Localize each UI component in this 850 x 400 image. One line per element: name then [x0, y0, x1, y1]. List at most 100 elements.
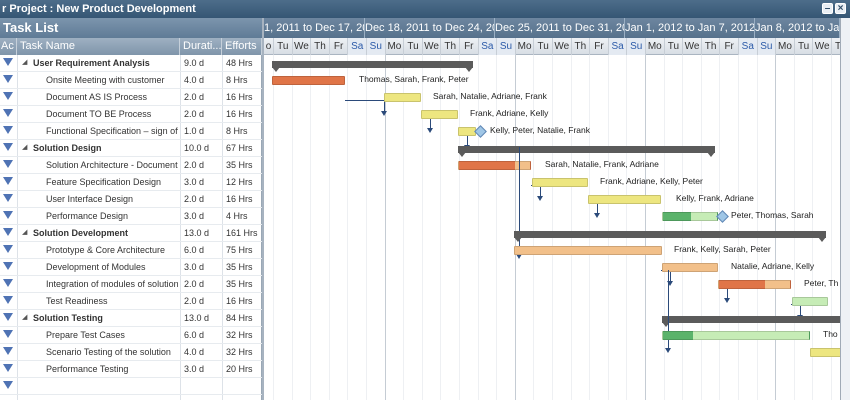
task-row[interactable]: Functional Specification – sign off 1.0 d…	[0, 123, 262, 140]
row-indicator-icon[interactable]	[3, 211, 13, 219]
task-name[interactable]: User Interface Design	[46, 194, 134, 204]
task-bar[interactable]	[810, 348, 840, 357]
row-indicator-icon[interactable]	[3, 296, 13, 304]
row-indicator-icon[interactable]	[3, 92, 13, 100]
milestone-icon[interactable]	[716, 210, 729, 223]
task-name[interactable]: Solution Design	[33, 143, 102, 153]
task-duration[interactable]: 13.0 d	[184, 228, 210, 238]
task-name[interactable]: Feature Specification Design	[46, 177, 162, 187]
task-duration[interactable]: 3.0 d	[184, 364, 205, 374]
task-row[interactable]: User Interface Design 2.0 d 16 Hrs	[0, 191, 262, 208]
row-indicator-icon[interactable]	[3, 75, 13, 83]
row-indicator-icon[interactable]	[3, 347, 13, 355]
row-indicator-icon[interactable]	[3, 381, 13, 389]
collapse-icon[interactable]: ◢	[22, 144, 28, 151]
collapse-icon[interactable]: ◢	[22, 59, 28, 66]
task-duration[interactable]: 4.0 d	[184, 75, 205, 85]
task-name[interactable]: Functional Specification – sign off	[46, 126, 178, 136]
task-row[interactable]: Prototype & Core Architecture 6.0 d 75 Hrs	[0, 242, 262, 259]
collapse-icon[interactable]: ◢	[22, 314, 28, 321]
task-efforts[interactable]: 12 Hrs	[226, 177, 253, 187]
task-row[interactable]: Prepare Test Cases 6.0 d 32 Hrs	[0, 327, 262, 344]
task-efforts[interactable]: 75 Hrs	[226, 245, 253, 255]
summary-bar[interactable]	[662, 316, 840, 327]
task-name[interactable]: Onsite Meeting with customer	[46, 75, 165, 85]
task-row[interactable]: Feature Specification Design 3.0 d 12 Hrs	[0, 174, 262, 191]
task-duration[interactable]: 2.0 d	[184, 109, 205, 119]
task-duration[interactable]: 1.0 d	[184, 126, 205, 136]
task-bar[interactable]	[718, 280, 791, 289]
row-indicator-icon[interactable]	[3, 58, 13, 66]
task-row[interactable]: Scenario Testing of the solution 4.0 d 32 …	[0, 344, 262, 361]
task-row[interactable]: Onsite Meeting with customer 4.0 d 8 Hrs	[0, 72, 262, 89]
task-duration[interactable]: 4.0 d	[184, 347, 205, 357]
task-bar[interactable]	[662, 212, 718, 221]
task-bar[interactable]	[514, 246, 662, 255]
task-bar[interactable]	[588, 195, 661, 204]
row-indicator-icon[interactable]	[3, 143, 13, 151]
task-name[interactable]	[46, 378, 178, 394]
task-duration[interactable]: 3.0 d	[184, 211, 205, 221]
task-name[interactable]: Test Readiness	[46, 296, 108, 306]
row-indicator-icon[interactable]	[3, 279, 13, 287]
task-efforts[interactable]: 16 Hrs	[226, 109, 253, 119]
task-efforts[interactable]: 84 Hrs	[226, 313, 253, 323]
task-name[interactable]: Document TO BE Process	[46, 109, 152, 119]
minimize-icon[interactable]: –	[822, 3, 833, 14]
task-duration[interactable]: 2.0 d	[184, 296, 205, 306]
task-efforts[interactable]: 20 Hrs	[226, 364, 253, 374]
task-row[interactable]: Document AS IS Process 2.0 d 16 Hrs	[0, 89, 262, 106]
task-efforts[interactable]: 16 Hrs	[226, 296, 253, 306]
row-indicator-icon[interactable]	[3, 228, 13, 236]
column-header-duration[interactable]: Durati...	[180, 38, 222, 55]
row-indicator-icon[interactable]	[3, 330, 13, 338]
summary-bar[interactable]	[272, 61, 473, 72]
task-bar[interactable]	[662, 263, 718, 272]
task-name[interactable]: Performance Testing	[46, 364, 129, 374]
task-duration[interactable]: 6.0 d	[184, 245, 205, 255]
task-efforts[interactable]: 35 Hrs	[226, 160, 253, 170]
task-efforts[interactable]: 35 Hrs	[226, 279, 253, 289]
row-indicator-icon[interactable]	[3, 194, 13, 202]
column-header-task-name[interactable]: Task Name	[17, 38, 180, 55]
collapse-icon[interactable]: ◢	[22, 229, 28, 236]
row-indicator-icon[interactable]	[3, 262, 13, 270]
task-name[interactable]: Prototype & Core Architecture	[46, 245, 166, 255]
task-name[interactable]: Solution Architecture - Document	[46, 160, 178, 170]
row-indicator-icon[interactable]	[3, 109, 13, 117]
task-efforts[interactable]: 35 Hrs	[226, 262, 253, 272]
row-indicator-icon[interactable]	[3, 177, 13, 185]
task-name[interactable]: Performance Design	[46, 211, 129, 221]
task-name[interactable]: Integration of modules of solution	[46, 279, 178, 289]
task-efforts[interactable]: 32 Hrs	[226, 347, 253, 357]
task-duration[interactable]: 2.0 d	[184, 194, 205, 204]
task-duration[interactable]	[184, 378, 220, 394]
row-indicator-icon[interactable]	[3, 160, 13, 168]
task-duration[interactable]: 2.0 d	[184, 92, 205, 102]
task-efforts[interactable]: 16 Hrs	[226, 92, 253, 102]
task-duration[interactable]: 13.0 d	[184, 313, 210, 323]
task-name[interactable]: User Requirement Analysis	[33, 58, 150, 68]
task-bar[interactable]	[458, 161, 531, 170]
task-efforts[interactable]: 8 Hrs	[226, 126, 248, 136]
summary-task-row[interactable]: ◢ Solution Design 10.0 d 67 Hrs	[0, 140, 262, 157]
task-name[interactable]: Prepare Test Cases	[46, 330, 125, 340]
task-name[interactable]: Development of Modules	[46, 262, 146, 272]
task-duration[interactable]: 6.0 d	[184, 330, 205, 340]
milestone-icon[interactable]	[474, 125, 487, 138]
task-row[interactable]: Performance Testing 3.0 d 20 Hrs	[0, 361, 262, 378]
task-duration[interactable]: 3.0 d	[184, 262, 205, 272]
task-duration[interactable]: 10.0 d	[184, 143, 210, 153]
vertical-scrollbar[interactable]	[840, 18, 850, 400]
close-icon[interactable]: ×	[835, 3, 846, 14]
task-efforts[interactable]	[226, 378, 260, 394]
task-row[interactable]	[0, 378, 262, 395]
panel-splitter[interactable]	[262, 18, 264, 400]
task-bar[interactable]	[272, 76, 345, 85]
task-efforts[interactable]: 4 Hrs	[226, 211, 248, 221]
task-bar[interactable]	[792, 297, 828, 306]
task-efforts[interactable]: 161 Hrs	[226, 228, 258, 238]
summary-task-row[interactable]: ◢ Solution Development 13.0 d 161 Hrs	[0, 225, 262, 242]
task-bar[interactable]	[662, 331, 810, 340]
task-name[interactable]: Solution Testing	[33, 313, 103, 323]
